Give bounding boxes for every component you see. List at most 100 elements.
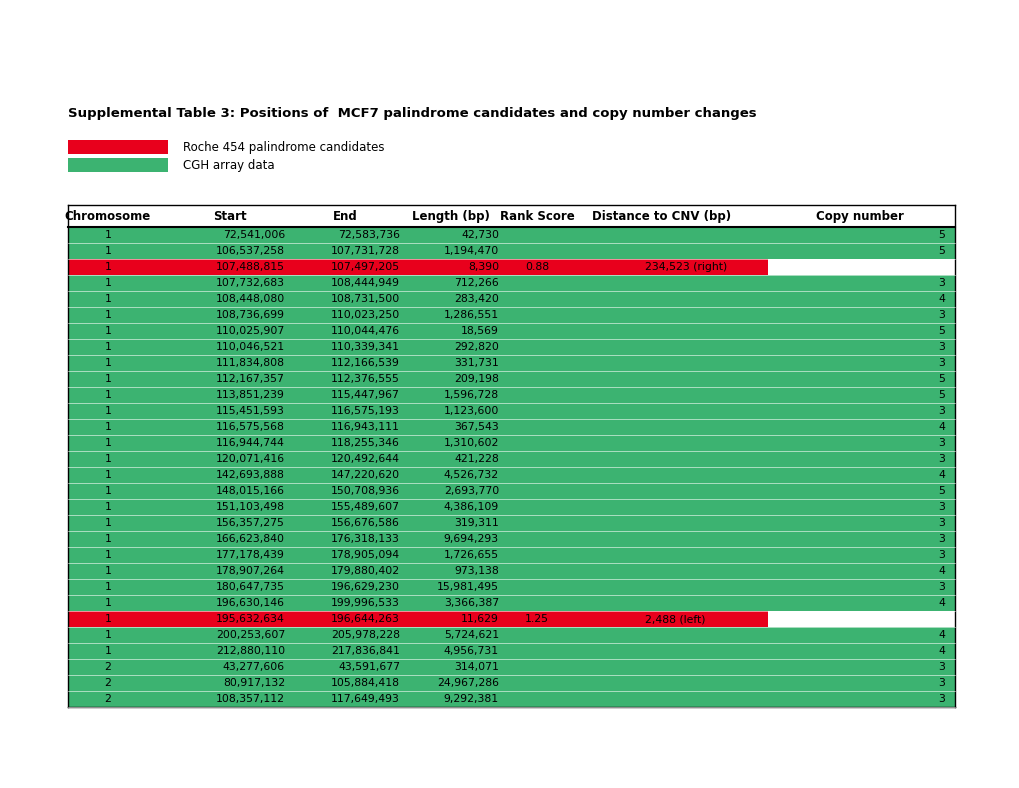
Text: 113,851,239: 113,851,239 bbox=[216, 390, 284, 400]
Text: 1: 1 bbox=[105, 230, 111, 240]
Text: 110,025,907: 110,025,907 bbox=[216, 326, 284, 336]
Text: 166,623,840: 166,623,840 bbox=[216, 534, 284, 544]
Text: 1: 1 bbox=[105, 310, 111, 320]
Text: 112,376,555: 112,376,555 bbox=[331, 374, 399, 384]
Text: 142,693,888: 142,693,888 bbox=[216, 470, 284, 480]
Text: 196,630,146: 196,630,146 bbox=[216, 598, 284, 608]
Text: 2,693,770: 2,693,770 bbox=[443, 486, 498, 496]
Text: Start: Start bbox=[213, 210, 247, 222]
Bar bbox=[68, 355, 954, 371]
Text: CGH array data: CGH array data bbox=[182, 158, 274, 172]
Text: 8,390: 8,390 bbox=[468, 262, 498, 272]
Text: 217,836,841: 217,836,841 bbox=[331, 646, 399, 656]
Text: 105,884,418: 105,884,418 bbox=[331, 678, 399, 688]
Text: 283,420: 283,420 bbox=[453, 294, 498, 304]
Text: 72,541,006: 72,541,006 bbox=[222, 230, 284, 240]
Text: 176,318,133: 176,318,133 bbox=[331, 534, 399, 544]
Text: 108,448,080: 108,448,080 bbox=[216, 294, 284, 304]
Text: 1,596,728: 1,596,728 bbox=[443, 390, 498, 400]
Bar bbox=[68, 483, 954, 499]
Text: 4: 4 bbox=[937, 598, 944, 608]
Text: 120,071,416: 120,071,416 bbox=[216, 454, 284, 464]
Text: 1: 1 bbox=[105, 534, 111, 544]
Text: 1: 1 bbox=[105, 582, 111, 592]
Text: 3: 3 bbox=[937, 582, 944, 592]
Text: 120,492,644: 120,492,644 bbox=[331, 454, 399, 464]
Text: 179,880,402: 179,880,402 bbox=[330, 566, 399, 576]
Text: 155,489,607: 155,489,607 bbox=[331, 502, 399, 512]
Text: 2: 2 bbox=[105, 662, 111, 672]
Text: 112,167,357: 112,167,357 bbox=[216, 374, 284, 384]
Bar bbox=[68, 403, 954, 419]
Text: 196,629,230: 196,629,230 bbox=[331, 582, 399, 592]
Text: 5,724,621: 5,724,621 bbox=[443, 630, 498, 640]
Bar bbox=[68, 339, 954, 355]
Text: 5: 5 bbox=[937, 390, 944, 400]
Text: 4: 4 bbox=[937, 566, 944, 576]
Text: 5: 5 bbox=[937, 486, 944, 496]
Text: 108,357,112: 108,357,112 bbox=[216, 694, 284, 704]
Text: 196,644,263: 196,644,263 bbox=[331, 614, 399, 624]
Text: 3: 3 bbox=[937, 278, 944, 288]
Text: 3,366,387: 3,366,387 bbox=[443, 598, 498, 608]
Text: 106,537,258: 106,537,258 bbox=[216, 246, 284, 256]
Text: 116,575,568: 116,575,568 bbox=[216, 422, 284, 432]
Text: 3: 3 bbox=[937, 406, 944, 416]
Text: 199,996,533: 199,996,533 bbox=[331, 598, 399, 608]
Bar bbox=[68, 387, 954, 403]
Text: 1: 1 bbox=[105, 246, 111, 256]
Text: 3: 3 bbox=[937, 454, 944, 464]
Text: 110,046,521: 110,046,521 bbox=[216, 342, 284, 352]
Text: 117,649,493: 117,649,493 bbox=[331, 694, 399, 704]
Text: 1: 1 bbox=[105, 486, 111, 496]
Bar bbox=[68, 243, 954, 259]
Text: 1,310,602: 1,310,602 bbox=[443, 438, 498, 448]
Text: 180,647,735: 180,647,735 bbox=[216, 582, 284, 592]
Text: 1: 1 bbox=[105, 342, 111, 352]
Text: 1: 1 bbox=[105, 294, 111, 304]
Text: 108,736,699: 108,736,699 bbox=[216, 310, 284, 320]
Text: 3: 3 bbox=[937, 438, 944, 448]
Bar bbox=[68, 140, 168, 154]
Bar bbox=[68, 691, 954, 707]
Text: 3: 3 bbox=[937, 694, 944, 704]
Bar bbox=[68, 595, 954, 611]
Bar bbox=[68, 563, 954, 579]
Text: 1: 1 bbox=[105, 598, 111, 608]
Text: 209,198: 209,198 bbox=[453, 374, 498, 384]
Text: 116,575,193: 116,575,193 bbox=[331, 406, 399, 416]
Text: End: End bbox=[332, 210, 357, 222]
Text: 43,277,606: 43,277,606 bbox=[223, 662, 284, 672]
Text: 234,523 (right): 234,523 (right) bbox=[644, 262, 727, 272]
Text: 5: 5 bbox=[937, 246, 944, 256]
Text: 42,730: 42,730 bbox=[461, 230, 498, 240]
Bar bbox=[68, 259, 954, 275]
Text: 5: 5 bbox=[937, 326, 944, 336]
Text: 314,071: 314,071 bbox=[453, 662, 498, 672]
Text: 110,339,341: 110,339,341 bbox=[331, 342, 399, 352]
Text: Roche 454 palindrome candidates: Roche 454 palindrome candidates bbox=[182, 140, 384, 154]
Bar bbox=[68, 627, 954, 643]
Bar bbox=[68, 275, 954, 291]
Text: 2: 2 bbox=[105, 678, 111, 688]
Text: 110,023,250: 110,023,250 bbox=[330, 310, 399, 320]
Text: 24,967,286: 24,967,286 bbox=[436, 678, 498, 688]
Text: 4,386,109: 4,386,109 bbox=[443, 502, 498, 512]
Text: 1: 1 bbox=[105, 390, 111, 400]
Text: Supplemental Table 3: Positions of  MCF7 palindrome candidates and copy number c: Supplemental Table 3: Positions of MCF7 … bbox=[68, 107, 756, 120]
Text: 1,286,551: 1,286,551 bbox=[443, 310, 498, 320]
Text: 115,451,593: 115,451,593 bbox=[216, 406, 284, 416]
Bar bbox=[68, 499, 954, 515]
Text: 3: 3 bbox=[937, 502, 944, 512]
Text: 2: 2 bbox=[105, 694, 111, 704]
Text: 1,194,470: 1,194,470 bbox=[443, 246, 498, 256]
Bar bbox=[68, 531, 954, 547]
Bar bbox=[68, 158, 168, 172]
Text: 148,015,166: 148,015,166 bbox=[216, 486, 284, 496]
Bar bbox=[767, 259, 954, 275]
Text: 43,591,677: 43,591,677 bbox=[337, 662, 399, 672]
Text: 151,103,498: 151,103,498 bbox=[216, 502, 284, 512]
Text: 3: 3 bbox=[937, 550, 944, 560]
Text: 72,583,736: 72,583,736 bbox=[337, 230, 399, 240]
Text: 319,311: 319,311 bbox=[453, 518, 498, 528]
